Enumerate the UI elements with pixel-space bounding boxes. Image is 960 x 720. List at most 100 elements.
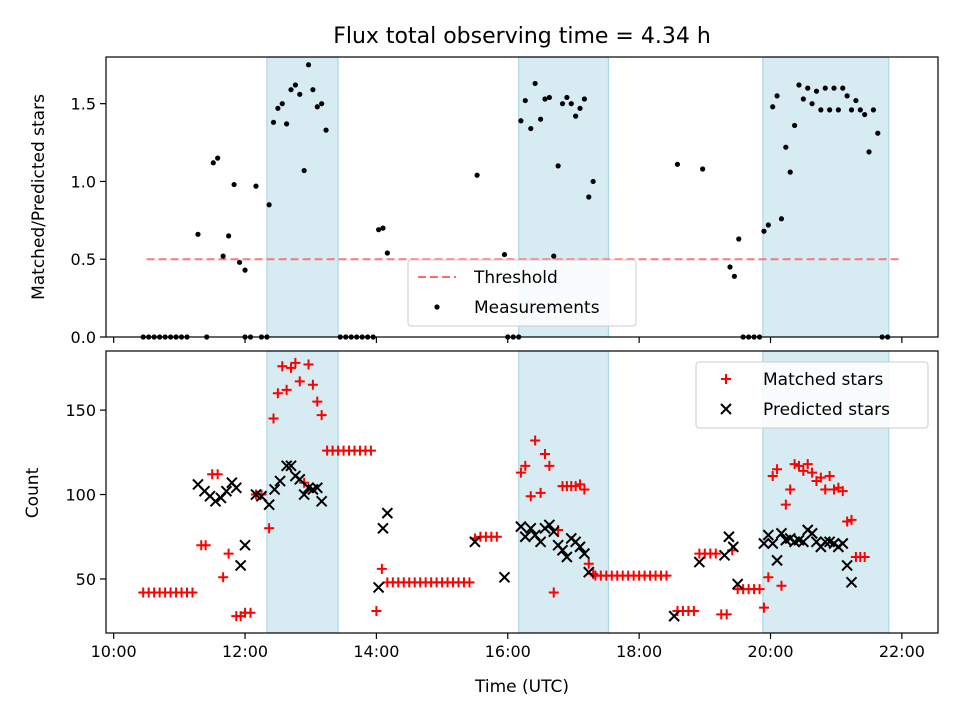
matched-star-point bbox=[688, 606, 699, 617]
measurement-point bbox=[822, 85, 828, 91]
matched-star-point bbox=[767, 470, 778, 481]
predicted-star-point bbox=[556, 544, 569, 556]
matched-star-point bbox=[520, 460, 531, 471]
measurement-point bbox=[528, 125, 534, 132]
x-tick-label: 16:00 bbox=[485, 642, 531, 661]
shaded-interval bbox=[266, 56, 339, 338]
matched-star-point bbox=[754, 584, 765, 595]
x-tick-label: 10:00 bbox=[91, 642, 137, 661]
matched-star-point bbox=[530, 435, 541, 446]
measurement-point bbox=[875, 130, 881, 136]
measurement-point bbox=[284, 121, 290, 127]
predicted-star-point bbox=[578, 547, 591, 560]
measurement-point bbox=[501, 251, 508, 258]
matched-star-point bbox=[525, 491, 536, 502]
predicted-star-point bbox=[280, 460, 293, 472]
matched-star-point bbox=[277, 361, 288, 372]
legend-box bbox=[407, 259, 637, 327]
plot-frame bbox=[105, 56, 939, 338]
shaded-interval bbox=[762, 56, 890, 338]
predicted-star-point bbox=[220, 485, 233, 497]
matched-star-point bbox=[772, 464, 783, 475]
measurement-point bbox=[783, 144, 789, 150]
predicted-star-point bbox=[718, 549, 731, 562]
measurement-point bbox=[805, 85, 811, 91]
measurement-point bbox=[736, 236, 742, 242]
matched-star-point bbox=[763, 572, 774, 583]
predicted-star-point bbox=[723, 531, 735, 543]
predicted-star-point bbox=[534, 536, 547, 548]
matched-star-point bbox=[187, 587, 198, 598]
measurement-point bbox=[581, 96, 588, 102]
measurement-point bbox=[778, 216, 785, 222]
measurement-point bbox=[831, 85, 837, 91]
legend-matched-label: Matched stars bbox=[763, 370, 883, 390]
matched-star-point bbox=[710, 548, 721, 559]
measurement-point bbox=[559, 101, 566, 107]
measurement-point bbox=[774, 93, 780, 99]
measurement-point bbox=[231, 181, 237, 188]
predicted-star-point bbox=[381, 507, 394, 519]
measurement-point bbox=[674, 161, 681, 167]
x-tick-label: 18:00 bbox=[616, 642, 662, 661]
chart-title: Flux total observing time = 4.34 h bbox=[333, 24, 711, 49]
predicted-star-point bbox=[515, 520, 527, 533]
matched-star-point bbox=[579, 484, 590, 495]
y-tick-label: 1.0 bbox=[71, 172, 96, 191]
matched-star-point bbox=[264, 523, 275, 534]
predicted-star-point bbox=[209, 495, 222, 507]
predicted-star-point bbox=[525, 522, 537, 535]
matched-star-point bbox=[464, 577, 475, 588]
legend-predicted-swatch bbox=[720, 403, 732, 415]
matched-star-point bbox=[281, 384, 292, 395]
measurement-point bbox=[770, 104, 776, 110]
x-tick-label: 14:00 bbox=[353, 642, 399, 661]
measurement-point bbox=[555, 163, 561, 169]
measurement-point bbox=[220, 253, 226, 259]
measurement-point bbox=[564, 94, 570, 101]
matched-star-point bbox=[371, 606, 382, 617]
predicted-star-point bbox=[548, 525, 560, 538]
x-tick-label: 20:00 bbox=[747, 642, 793, 661]
measurement-point bbox=[305, 62, 312, 68]
predicted-star-point bbox=[775, 527, 788, 540]
predicted-star-point bbox=[731, 578, 744, 590]
measurement-point bbox=[279, 101, 285, 107]
matched-star-point bbox=[570, 481, 581, 492]
measurement-point bbox=[288, 87, 294, 93]
measurement-point bbox=[253, 183, 259, 189]
measurement-point bbox=[242, 267, 248, 273]
predicted-star-point bbox=[498, 571, 511, 583]
legend-measurement-label: Measurements bbox=[474, 298, 600, 318]
measurement-point bbox=[546, 94, 552, 101]
predicted-star-point bbox=[239, 539, 251, 551]
top-panel: 0.0 0.5 1.0 1.5 Threshold Measurements bbox=[71, 56, 939, 347]
measurement-point bbox=[319, 101, 325, 107]
predicted-star-point bbox=[543, 519, 556, 531]
bottom-panel: 50 100 150 10:00 12:00 14:00 16:00 18:00 20:00 22… bbox=[65, 350, 939, 661]
matched-star-point bbox=[789, 459, 800, 470]
predicted-star-point bbox=[315, 495, 328, 507]
matched-star-point bbox=[829, 484, 839, 495]
x-tick-label: 12:00 bbox=[222, 642, 268, 661]
measurement-point bbox=[700, 166, 706, 172]
matched-star-point bbox=[780, 499, 791, 510]
measurement-point bbox=[323, 127, 329, 133]
legend-matched-swatch bbox=[721, 374, 731, 384]
matched-star-point bbox=[294, 376, 305, 387]
predicted-star-point bbox=[845, 576, 858, 589]
measurement-point bbox=[375, 227, 382, 233]
measurement-point bbox=[857, 107, 863, 113]
matched-star-point bbox=[785, 484, 796, 495]
measurement-point bbox=[314, 104, 320, 110]
y-tick-label: 0.0 bbox=[71, 328, 96, 347]
measurement-point bbox=[573, 113, 579, 119]
measurement-point bbox=[791, 122, 798, 129]
predicted-star-point bbox=[561, 551, 573, 563]
measurement-point bbox=[731, 273, 737, 279]
predicted-star-point bbox=[574, 541, 586, 553]
measurement-point bbox=[866, 149, 872, 155]
matched-star-point bbox=[218, 572, 229, 583]
predicted-star-point bbox=[519, 531, 531, 543]
matched-star-point bbox=[793, 460, 804, 471]
